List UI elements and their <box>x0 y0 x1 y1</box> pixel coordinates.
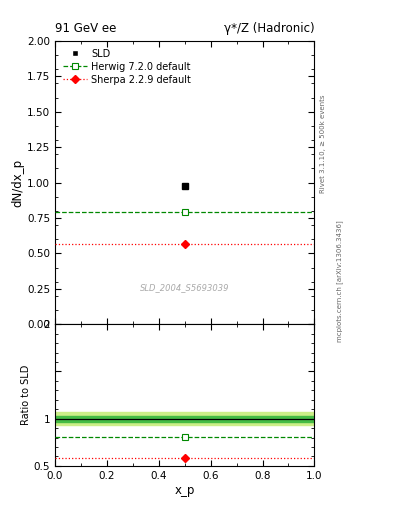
Text: γ*/Z (Hadronic): γ*/Z (Hadronic) <box>224 23 314 35</box>
Text: mcplots.cern.ch [arXiv:1306.3436]: mcplots.cern.ch [arXiv:1306.3436] <box>336 221 343 343</box>
Text: 91 GeV ee: 91 GeV ee <box>55 23 116 35</box>
Bar <box>55 412 314 425</box>
Text: Rivet 3.1.10, ≥ 500k events: Rivet 3.1.10, ≥ 500k events <box>320 94 326 193</box>
Y-axis label: Ratio to SLD: Ratio to SLD <box>21 365 31 425</box>
Bar <box>55 416 314 421</box>
Text: SLD_2004_S5693039: SLD_2004_S5693039 <box>140 283 230 292</box>
Legend: SLD, Herwig 7.2.0 default, Sherpa 2.2.9 default: SLD, Herwig 7.2.0 default, Sherpa 2.2.9 … <box>60 46 194 88</box>
Y-axis label: dN/dx_p: dN/dx_p <box>11 159 24 207</box>
X-axis label: x_p: x_p <box>174 483 195 497</box>
